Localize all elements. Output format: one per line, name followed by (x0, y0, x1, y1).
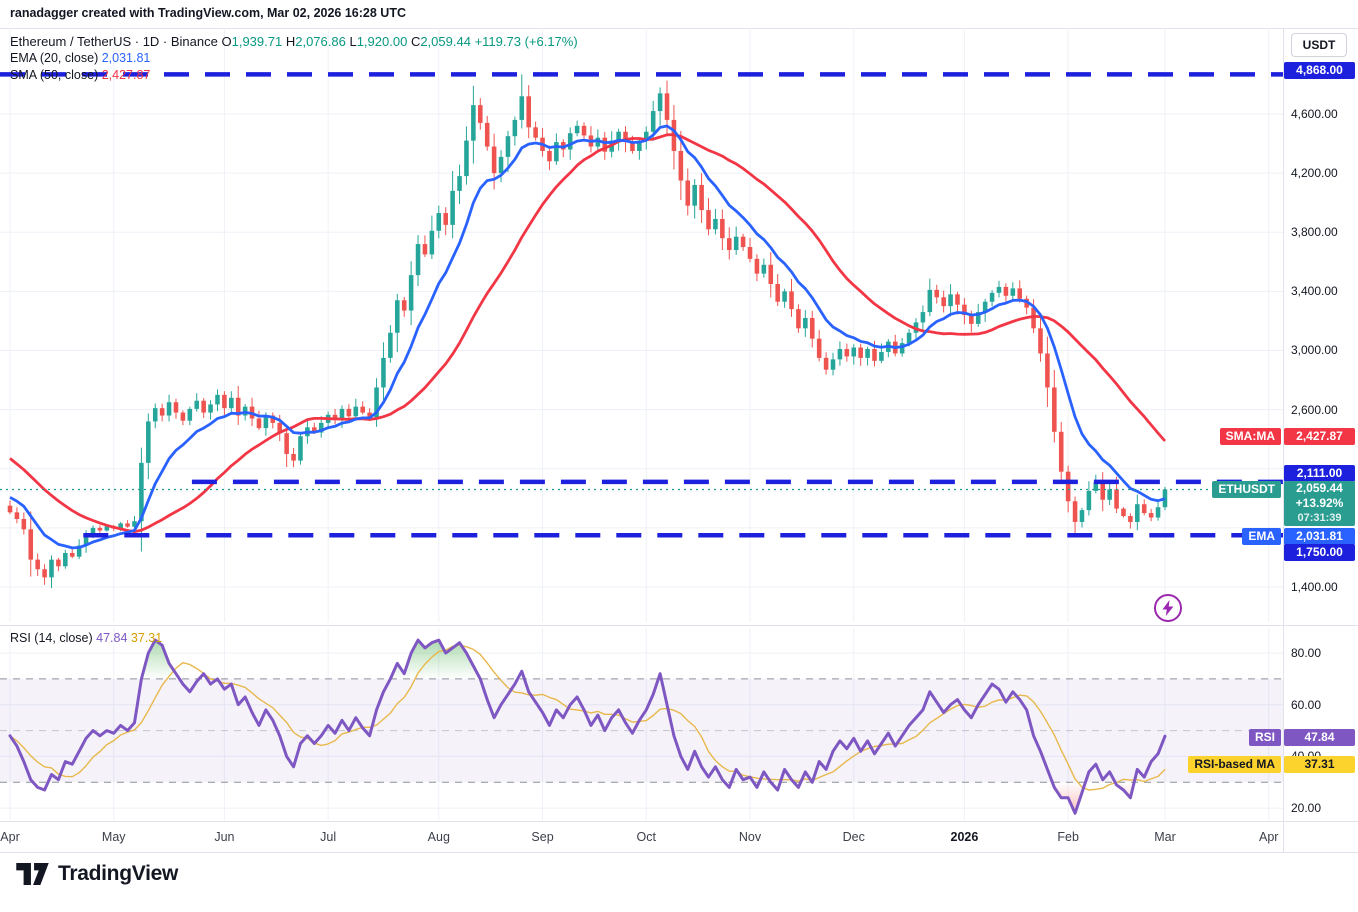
ema-legend-label: EMA (20, close) (10, 51, 99, 65)
level-mid-badge: 2,111.00 (1284, 465, 1355, 482)
rsi-value-badge: 47.84 (1284, 729, 1355, 746)
sma-axis-tag: SMA:MA (1219, 428, 1281, 445)
price-axis-label: 3,400.00 (1291, 284, 1338, 299)
symbol-axis-tag: ETHUSDT (1212, 481, 1281, 498)
rsi-axis-label: 20.00 (1291, 801, 1322, 816)
time-axis-top-border (0, 821, 1358, 822)
ema-axis-tag: EMA (1242, 528, 1281, 545)
time-axis-month-label: Feb (1057, 830, 1079, 844)
level-low-badge: 1,750.00 (1284, 544, 1355, 561)
ohlc-high-value: 2,076.86 (295, 34, 346, 49)
ema-legend-value: 2,031.81 (101, 51, 151, 65)
time-axis-month-label: 2026 (950, 830, 979, 844)
symbol-title: Ethereum / TetherUS · 1D · Binance (10, 34, 218, 49)
price-axis-label: 4,200.00 (1291, 166, 1338, 181)
price-axis-label: 1,400.00 (1291, 579, 1338, 594)
rsi-pane[interactable] (0, 628, 1283, 820)
symbol-legend: Ethereum / TetherUS · 1D · Binance O1,93… (10, 33, 578, 84)
ohlc-close-value: 2,059.44 (420, 34, 471, 49)
price-axis-border (1283, 28, 1284, 852)
time-axis-month-label: Oct (636, 830, 656, 844)
symbol-title-row: Ethereum / TetherUS · 1D · Binance O1,93… (10, 33, 578, 50)
rsi-legend-value: 47.84 (96, 631, 128, 645)
current-price-value: 2,059.44 (1296, 481, 1343, 495)
ohlc-low-value: 1,920.00 (356, 34, 408, 49)
sma-legend-row: SMA (50, close) 2,427.87 (10, 67, 578, 84)
time-axis-month-label: Mar (1154, 830, 1176, 844)
price-pane[interactable] (0, 28, 1283, 622)
sma-value-badge: 2,427.87 (1284, 428, 1355, 445)
currency-toggle-button[interactable]: USDT (1291, 33, 1347, 57)
price-chart-canvas (0, 28, 1283, 622)
current-price-badge: 2,059.44 +13.92% 07:31:39 (1284, 481, 1355, 526)
time-axis-month-label: Dec (842, 830, 865, 844)
rsi-legend: RSI (14, close) 47.84 37.31 (10, 631, 162, 645)
sma-legend-value: 2,427.87 (101, 68, 151, 82)
current-price-percent: +13.92% (1295, 496, 1344, 510)
time-axis-month-label: Aug (427, 830, 450, 844)
price-axis-label: 4,600.00 (1291, 107, 1338, 122)
sma-legend-label: SMA (50, close) (10, 68, 99, 82)
tradingview-logo-icon (16, 863, 49, 885)
time-axis-month-label: Apr (0, 830, 20, 844)
time-axis-month-label: May (101, 830, 126, 844)
rsi-axis-tag: RSI (1248, 729, 1281, 746)
rsi-legend-label: RSI (14, close) (10, 631, 93, 645)
rsi-chart-canvas (0, 628, 1283, 820)
time-axis-month-label: Jun (214, 830, 235, 844)
ema-legend-row: EMA (20, close) 2,031.81 (10, 50, 578, 67)
bar-countdown-timer: 07:31:39 (1297, 512, 1342, 524)
tradingview-logo-text: TradingView (58, 862, 179, 885)
time-axis-month-label: Sep (531, 830, 554, 844)
rsi-ma-legend-value: 37.31 (130, 631, 163, 645)
rsi-ma-value-badge: 37.31 (1284, 756, 1355, 773)
watermark-text: ranadagger created with TradingView.com,… (10, 6, 406, 20)
lightning-icon (1154, 594, 1182, 622)
rsi-ma-axis-tag: RSI-based MA (1188, 756, 1281, 773)
level-high-badge: 4,868.00 (1284, 62, 1355, 79)
rsi-axis-label: 80.00 (1291, 646, 1322, 661)
ohlc-close-label: C (410, 34, 421, 49)
ohlc-open-value: 1,939.71 (231, 34, 283, 49)
price-axis-label: 2,600.00 (1291, 402, 1338, 417)
price-axis-label: 3,000.00 (1291, 343, 1338, 358)
pane-divider[interactable] (0, 625, 1358, 626)
change-value: +119.73 (+6.17%) (474, 34, 578, 49)
tradingview-logo[interactable]: TradingView (16, 862, 178, 886)
time-axis-month-label: Jul (320, 830, 337, 844)
ohlc-low-label: L (349, 34, 357, 49)
rsi-axis-label: 60.00 (1291, 697, 1322, 712)
time-axis-month-label: Nov (738, 830, 762, 844)
price-axis-label: 3,800.00 (1291, 225, 1338, 240)
chart-bottom-border (0, 852, 1358, 853)
ema-value-badge: 2,031.81 (1284, 528, 1355, 545)
flash-action-button[interactable] (1152, 592, 1184, 624)
chart-top-border (0, 28, 1358, 29)
time-axis-month-label: Apr (1258, 830, 1279, 844)
ohlc-open-label: O (221, 34, 232, 49)
ohlc-high-label: H (285, 34, 296, 49)
